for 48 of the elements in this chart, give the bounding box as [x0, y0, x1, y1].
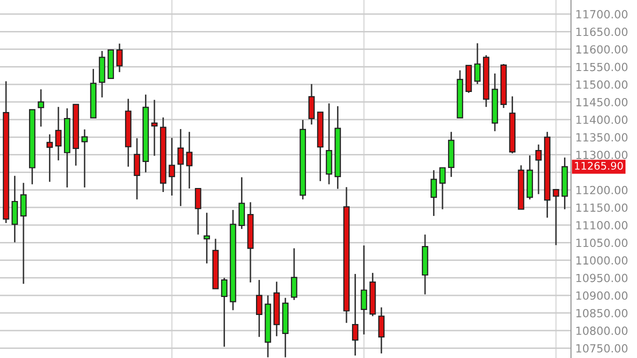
y-tick-label: 11450.00 [576, 98, 628, 106]
candlestick [430, 170, 437, 217]
candlestick [194, 188, 202, 236]
candlestick [439, 167, 446, 210]
candlestick [221, 277, 228, 348]
y-tick-label: 11350.00 [576, 133, 628, 142]
y-tick-label: 11200.00 [576, 186, 628, 194]
candlestick [168, 137, 176, 196]
y-tick-label: 11150.00 [576, 203, 628, 212]
y-tick-label: 10950.00 [576, 274, 628, 282]
candlestick [46, 134, 53, 183]
candlestick [55, 106, 62, 162]
candlestick [38, 88, 44, 128]
text: 11265.90 [575, 162, 623, 170]
candlestick [186, 131, 193, 190]
y-tick-label: 11300.00 [576, 150, 628, 160]
candlestick [535, 144, 542, 195]
y-tick-label: 10900.00 [576, 291, 628, 300]
y-tick-label: 11400.00 [576, 116, 628, 124]
candlestick [256, 279, 262, 338]
candlestick [12, 175, 18, 243]
y-tick-label: 11050.00 [576, 238, 628, 248]
candlestick [177, 128, 184, 207]
y-tick-label: 11100.00 [576, 221, 628, 230]
y-tick-label: 11550.00 [576, 62, 628, 72]
candlestick [204, 212, 210, 264]
candlestick [326, 102, 332, 185]
candlestick [238, 176, 245, 230]
candlestick [474, 42, 481, 85]
y-tick-label: 10850.00 [576, 308, 628, 318]
y-tick-label: 11600.00 [576, 45, 628, 54]
candlestick [81, 128, 88, 188]
y-tick-label: 11500.00 [576, 80, 628, 89]
candlestick [134, 138, 140, 200]
candlestick [360, 244, 368, 336]
candlestick [290, 248, 298, 301]
candlestick [352, 273, 358, 356]
y-tick-label: 11000.00 [576, 256, 628, 265]
y-tick-label: 11700.00 [576, 10, 628, 18]
candlestick [378, 306, 385, 354]
candlestick [20, 182, 27, 284]
y-tick-label: 10750.00 [576, 344, 628, 353]
candlestick [552, 188, 560, 246]
y-tick-label: 11650.00 [576, 28, 628, 36]
y-tick-label: 10800.00 [576, 326, 628, 335]
candlestick [151, 99, 158, 156]
candlestick [116, 42, 123, 73]
candlestick [308, 83, 315, 126]
